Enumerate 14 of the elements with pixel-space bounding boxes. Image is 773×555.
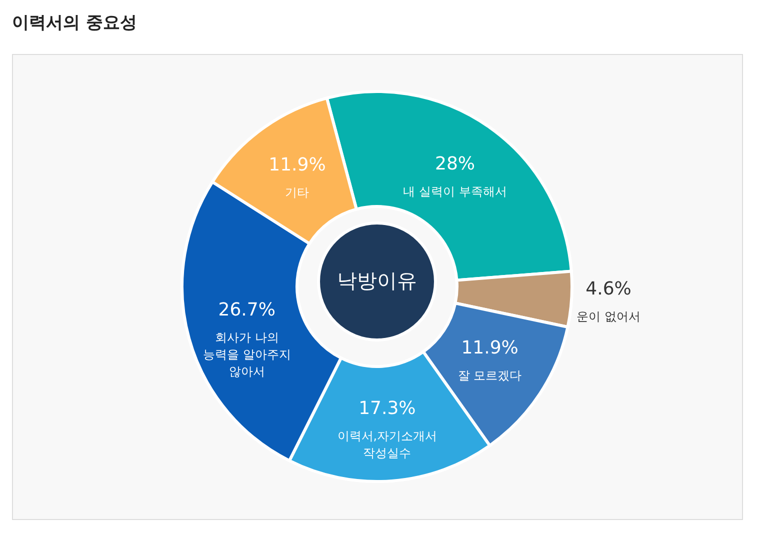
slice-label: 회사가 나의 능력을 알아주지 않아서 (202, 330, 291, 378)
data-label: 11.9% (268, 154, 326, 176)
data-label: 28% (435, 153, 476, 174)
slice-label: 기타 (285, 186, 310, 200)
slice-label: 내 실력이 부족해서 (403, 184, 507, 198)
chart-title: 이력서의 중요성 (12, 13, 137, 33)
data-label: 26.7% (218, 299, 276, 320)
data-label: 17.3% (358, 398, 416, 420)
slice-label: 운이 없어서 (576, 310, 640, 324)
data-label: 11.9% (461, 338, 518, 359)
slice-label: 잘 모르겠다 (458, 368, 522, 383)
slice-label: 이력서,자기소개서 작성실수 (337, 429, 438, 460)
text: 낙방이유 (337, 268, 417, 292)
data-label: 4.6% (586, 278, 632, 300)
